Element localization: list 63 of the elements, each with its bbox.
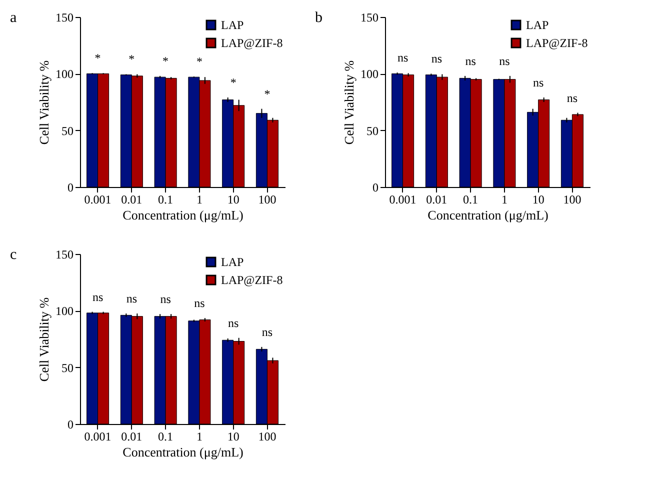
annotation: * bbox=[196, 54, 202, 68]
annotation: ns bbox=[262, 324, 273, 339]
legend-label: LAP@ZIF-8 bbox=[221, 273, 283, 287]
y-axis-title: Cell Viability % bbox=[36, 297, 52, 382]
y-tick-label: 0 bbox=[372, 180, 378, 194]
legend-label: LAP@ZIF-8 bbox=[221, 36, 283, 50]
y-tick-label: 150 bbox=[56, 248, 74, 262]
legend-label: LAP@ZIF-8 bbox=[526, 36, 588, 50]
annotation: ns bbox=[431, 52, 442, 66]
annotation: ns bbox=[397, 50, 408, 65]
annotation: * bbox=[128, 52, 135, 66]
x-tick-label: 1 bbox=[196, 192, 202, 206]
chart-title: a bbox=[10, 10, 17, 26]
chart-title: c bbox=[10, 247, 17, 263]
y-axis-title: Cell Viability % bbox=[342, 60, 356, 145]
x-tick-label: 0.1 bbox=[158, 192, 174, 206]
x-tick-label: 0.01 bbox=[426, 192, 448, 206]
x-axis-title: Concentration (μg/mL) bbox=[428, 208, 548, 222]
y-tick-label: 0 bbox=[68, 180, 74, 194]
y-axis-title: Cell Viability % bbox=[36, 60, 52, 145]
x-tick-label: 0.001 bbox=[389, 192, 416, 206]
y-tick-label: 50 bbox=[62, 124, 74, 138]
annotation: ns bbox=[160, 292, 172, 306]
x-tick-label: 10 bbox=[227, 192, 240, 206]
y-tick-label: 50 bbox=[366, 124, 378, 138]
x-tick-label: 1 bbox=[196, 430, 202, 444]
x-tick-label: 1 bbox=[501, 192, 508, 206]
legend-label: LAP bbox=[221, 18, 244, 32]
annotation: ns bbox=[92, 290, 104, 304]
x-tick-label: 100 bbox=[258, 192, 276, 206]
annotation: ns bbox=[532, 75, 544, 90]
x-tick-label: 0.001 bbox=[84, 192, 112, 206]
annotation: ns bbox=[566, 90, 578, 105]
x-tick-label: 0.01 bbox=[121, 430, 142, 444]
x-tick-label: 100 bbox=[258, 430, 276, 444]
chart-title: b bbox=[315, 10, 322, 26]
x-tick-label: 100 bbox=[563, 192, 582, 206]
annotation: ns bbox=[228, 316, 239, 330]
y-tick-label: 100 bbox=[360, 67, 378, 82]
annotation: * bbox=[264, 86, 270, 101]
annotation: ns bbox=[499, 54, 510, 68]
x-tick-label: 0.01 bbox=[121, 192, 142, 206]
x-tick-label: 0.1 bbox=[463, 192, 478, 206]
annotation: ns bbox=[465, 54, 476, 68]
y-tick-label: 100 bbox=[56, 304, 74, 318]
y-tick-label: 0 bbox=[68, 418, 74, 432]
x-tick-label: 10 bbox=[532, 192, 544, 206]
y-tick-label: 150 bbox=[56, 10, 74, 24]
annotation: ns bbox=[194, 296, 206, 310]
legend-label: LAP bbox=[221, 255, 244, 269]
x-tick-label: 0.001 bbox=[84, 430, 112, 444]
legend-label: LAP bbox=[526, 18, 549, 32]
annotation: * bbox=[162, 54, 169, 68]
y-tick-label: 50 bbox=[62, 360, 74, 375]
x-axis-title: Concentration (μg/mL) bbox=[122, 444, 244, 460]
x-axis-title: Concentration (μg/mL) bbox=[122, 208, 244, 222]
annotation: * bbox=[230, 75, 236, 90]
x-tick-label: 10 bbox=[227, 430, 240, 444]
y-tick-label: 150 bbox=[360, 10, 378, 24]
annotation: ns bbox=[126, 292, 138, 306]
annotation: * bbox=[94, 51, 101, 66]
x-tick-label: 0.1 bbox=[158, 430, 174, 444]
y-tick-label: 100 bbox=[56, 67, 74, 82]
